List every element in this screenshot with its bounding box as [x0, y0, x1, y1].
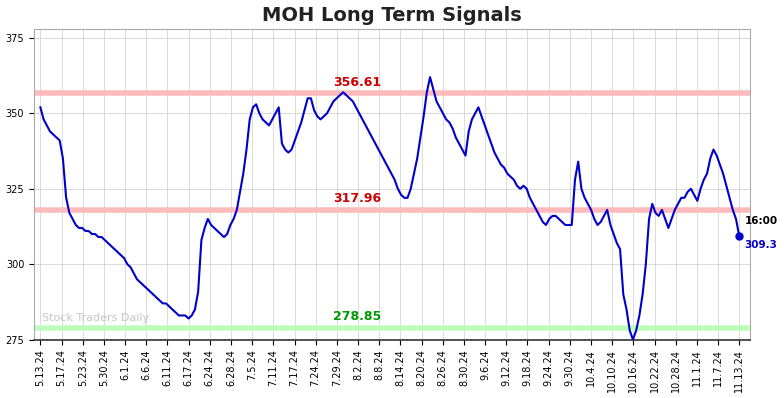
Text: 278.85: 278.85	[333, 310, 381, 324]
Text: 356.61: 356.61	[333, 76, 381, 89]
Title: MOH Long Term Signals: MOH Long Term Signals	[262, 6, 522, 25]
Text: Stock Traders Daily: Stock Traders Daily	[42, 314, 149, 324]
Point	[733, 233, 746, 239]
Text: 317.96: 317.96	[333, 193, 381, 205]
Text: 16:00: 16:00	[745, 216, 778, 226]
Text: 309.3: 309.3	[745, 240, 778, 250]
